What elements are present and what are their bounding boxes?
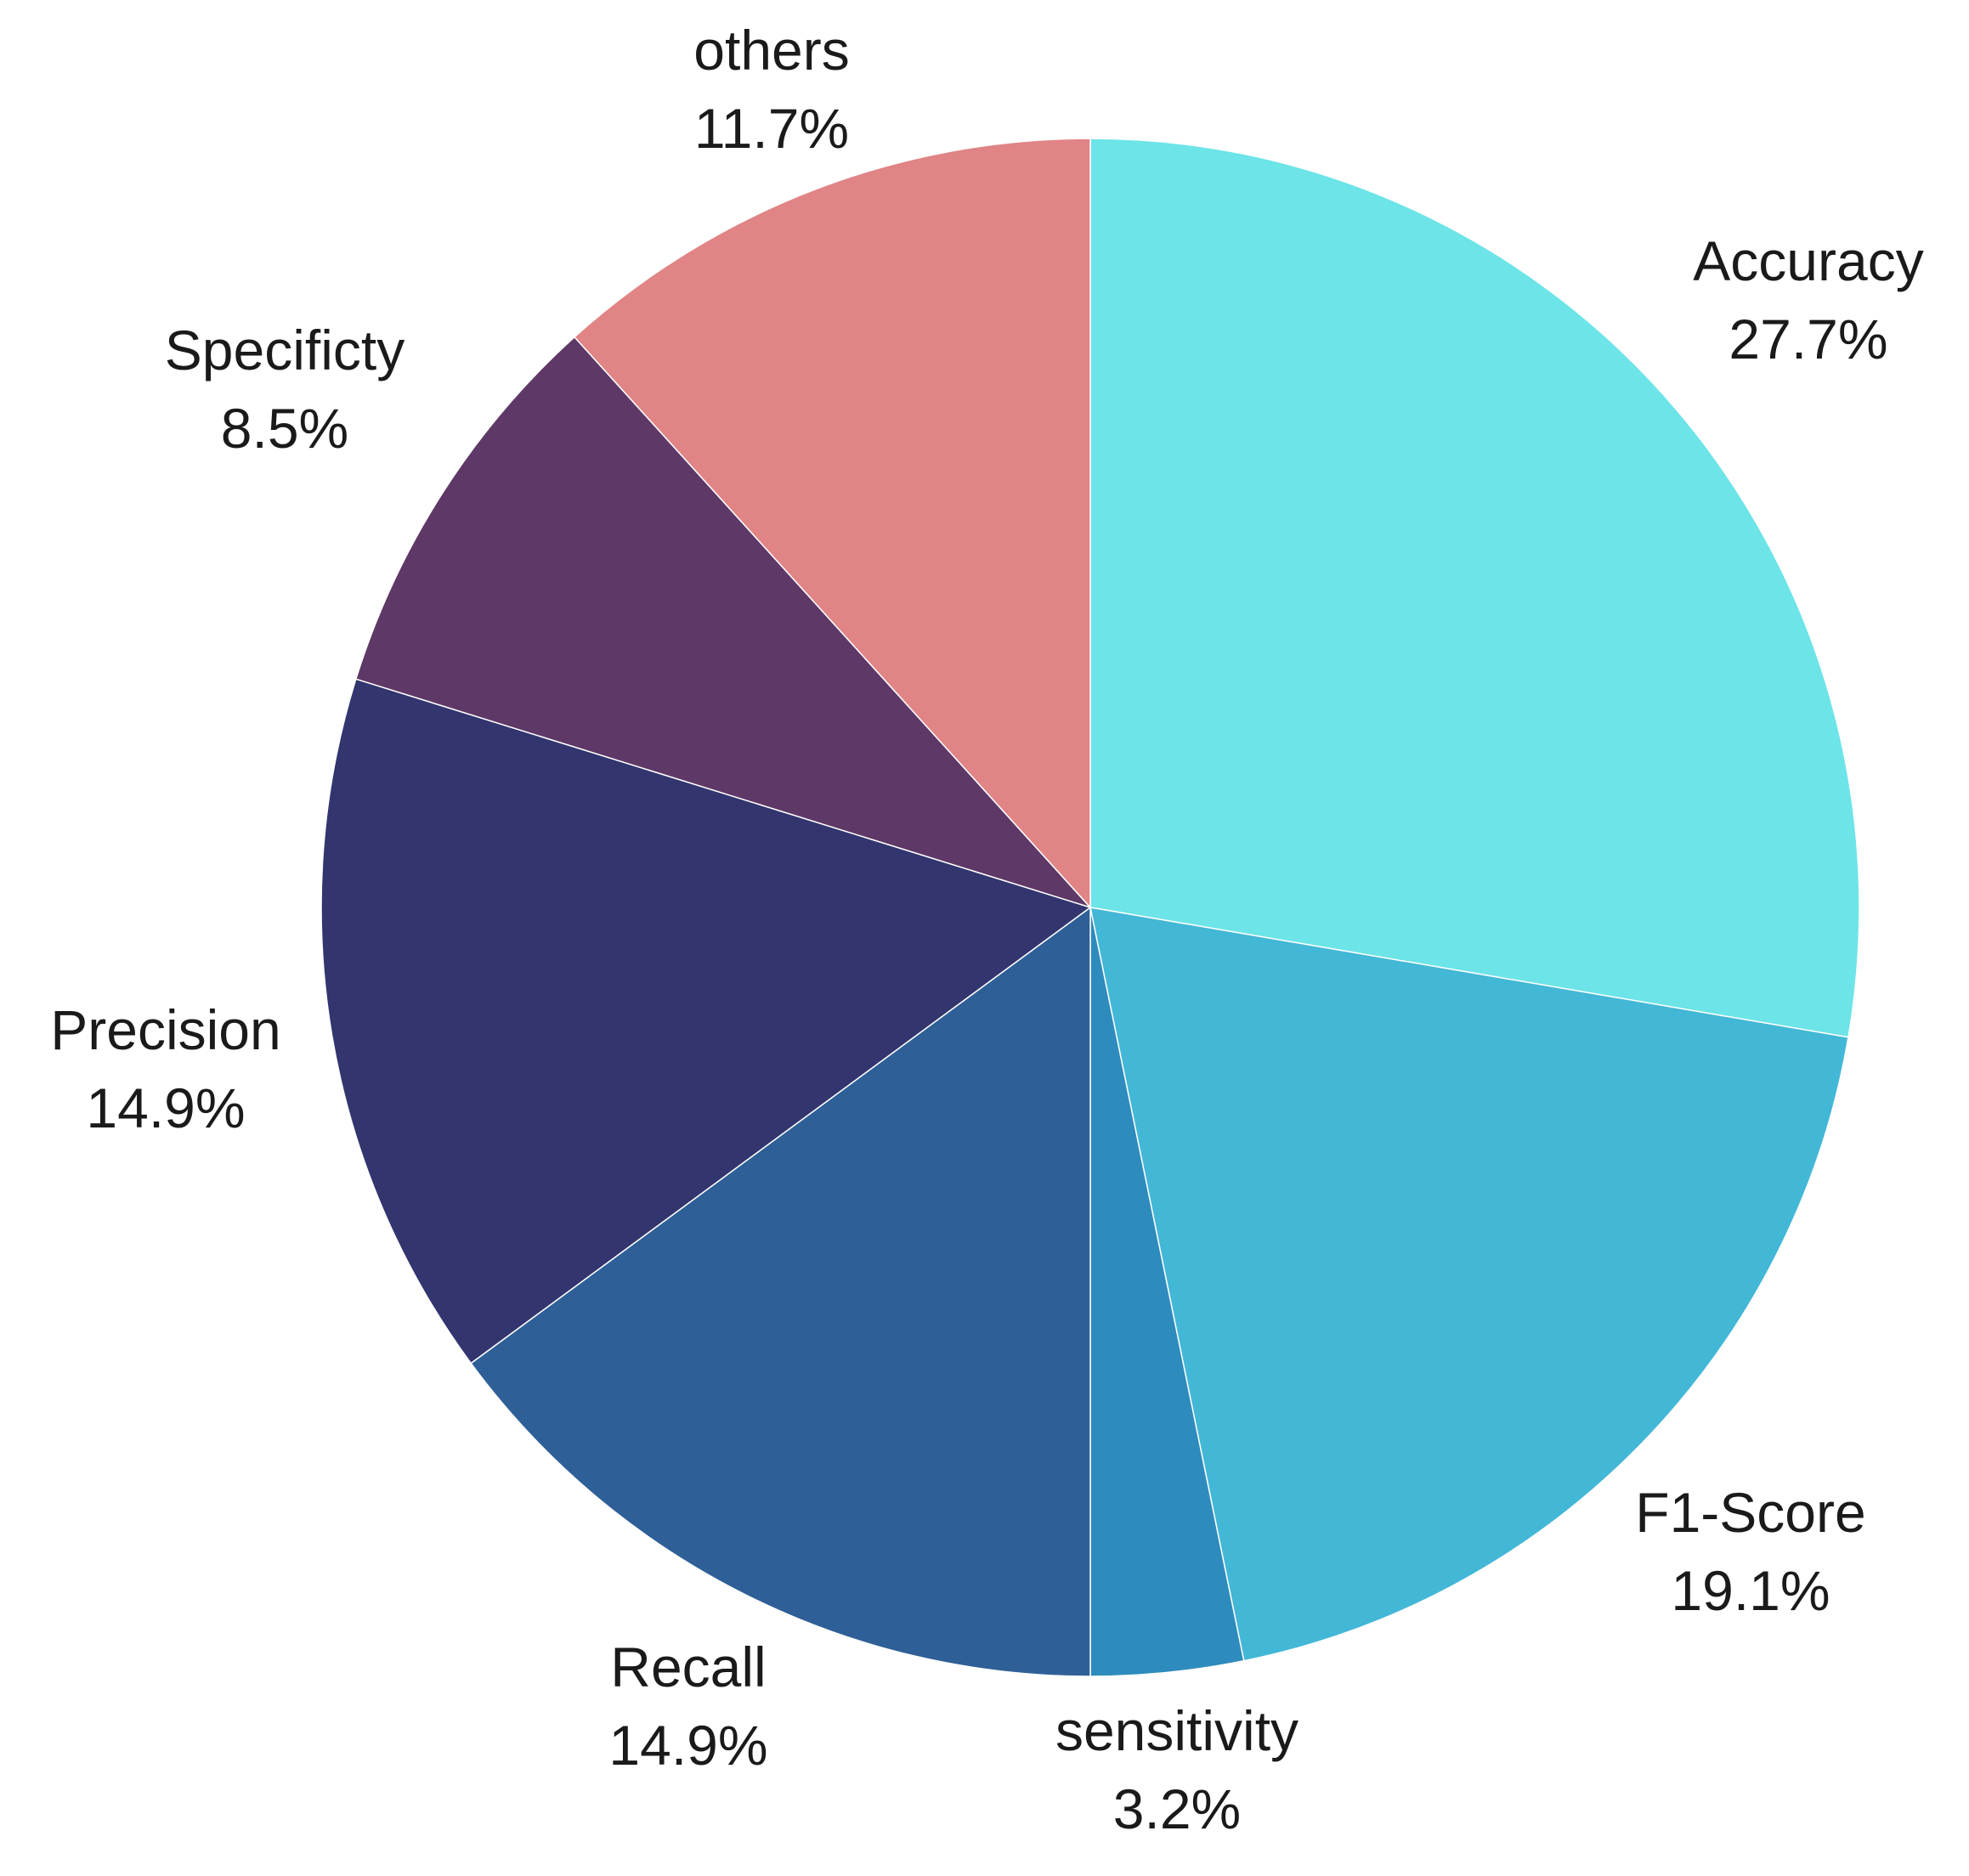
- pie-slice-accuracy: [1089, 138, 1860, 1038]
- pie-slice-others: [573, 138, 1091, 909]
- slice-label-f1-score: F1-Score: [1635, 1481, 1865, 1544]
- pie-slice-specificty: [354, 336, 1093, 909]
- slice-label-recall: Recall: [610, 1636, 766, 1698]
- slice-label-precision: Precision: [50, 998, 280, 1061]
- slice-label-specificty: Specificty: [165, 319, 405, 381]
- pie-labels: Accuracy 27.7% F1-Score 19.1% sensitivity 3.2…: [50, 19, 1923, 1840]
- slice-value-precision: 14.9%: [86, 1076, 245, 1139]
- slice-value-recall: 14.9%: [608, 1714, 767, 1777]
- slice-label-accuracy: Accuracy: [1693, 229, 1923, 292]
- slice-label-sensitivity: sensitivity: [1055, 1699, 1299, 1762]
- slice-value-specificty: 8.5%: [221, 397, 348, 460]
- slice-value-accuracy: 27.7%: [1729, 308, 1887, 370]
- pie-slice-precision: [320, 678, 1092, 1365]
- slice-label-others: others: [693, 19, 849, 82]
- pie-slice-f1-score: [1089, 907, 1849, 1662]
- pie-slices: [320, 138, 1860, 1677]
- pie-slice-recall: [470, 906, 1091, 1677]
- slice-value-others: 11.7%: [694, 97, 849, 160]
- slice-value-sensitivity: 3.2%: [1113, 1777, 1241, 1840]
- slice-value-f1-score: 19.1%: [1671, 1559, 1830, 1622]
